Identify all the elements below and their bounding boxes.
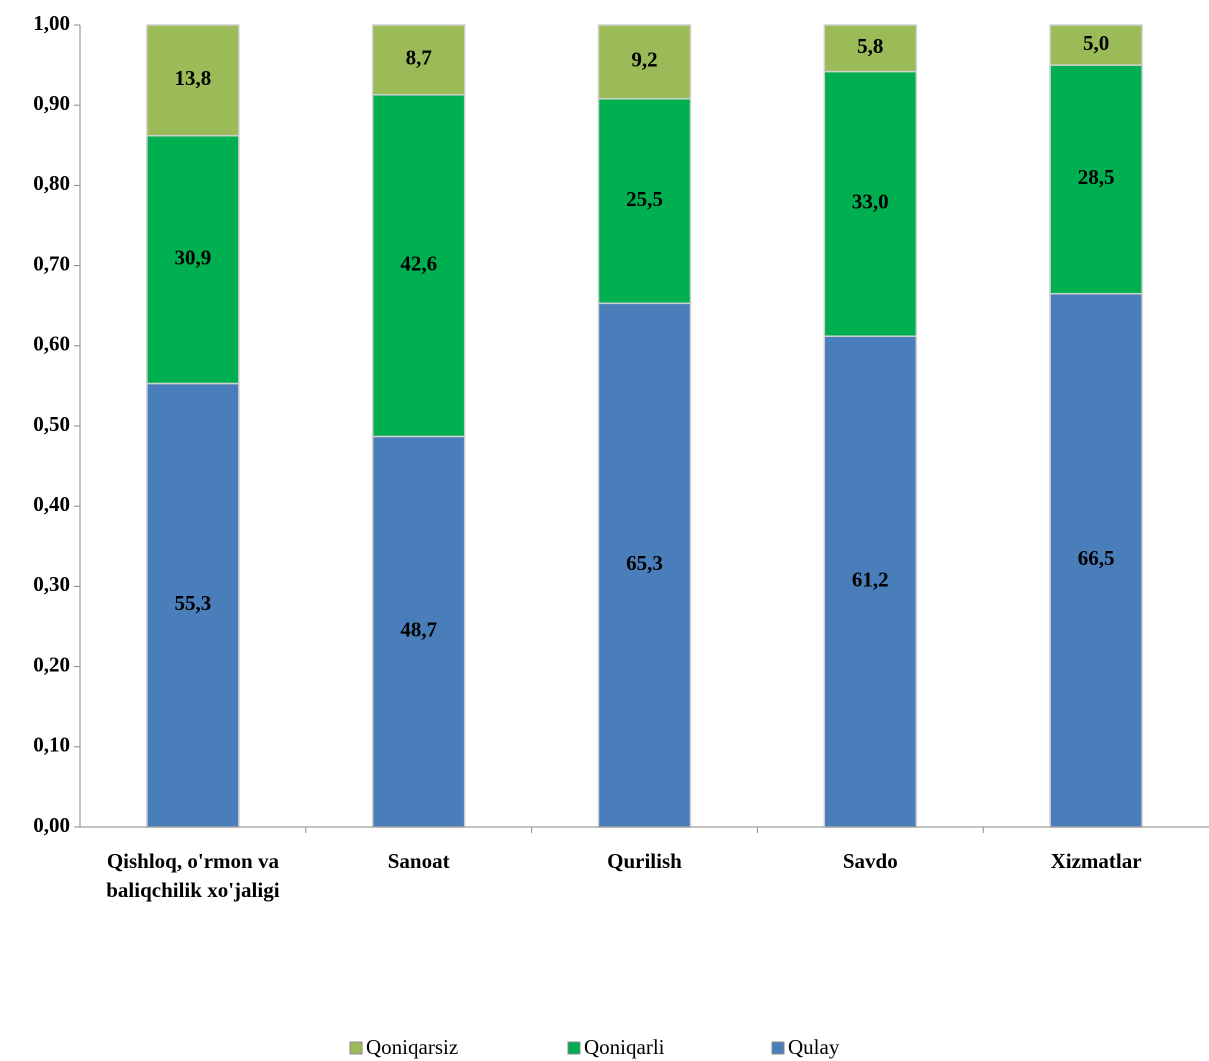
- data-label: 55,3: [175, 591, 212, 615]
- bar-segment: [146, 134, 240, 385]
- legend-label: Qoniqarsiz: [366, 1035, 458, 1059]
- legend-label: Qulay: [788, 1035, 840, 1059]
- data-label: 9,2: [631, 48, 657, 72]
- bar-segment: [1049, 64, 1143, 295]
- y-tick-label: 0,90: [33, 91, 70, 115]
- bar-segment: [597, 302, 692, 828]
- bar-segment: [146, 24, 240, 137]
- x-tick-label: Sanoat: [387, 849, 450, 873]
- y-tick-label: 0,20: [33, 652, 70, 676]
- bar-segment: [371, 94, 466, 438]
- data-label: 42,6: [400, 251, 437, 275]
- y-tick-label: 0,60: [33, 332, 70, 356]
- bar-segment: [597, 98, 692, 305]
- x-tick-label: Xizmatlar: [1050, 849, 1142, 873]
- bar-segment: [146, 382, 240, 828]
- data-label: 13,8: [175, 66, 212, 90]
- bar-segment: [823, 70, 918, 337]
- y-tick-label: 0,80: [33, 171, 70, 195]
- y-tick-label: 0,00: [33, 813, 70, 837]
- x-tick-label: Savdo: [842, 849, 898, 873]
- bar-segment: [1049, 24, 1143, 66]
- data-label: 33,0: [852, 190, 889, 214]
- y-tick-label: 0,50: [33, 412, 70, 436]
- legend-swatch: [567, 1041, 581, 1055]
- bar-segment: [371, 24, 466, 96]
- y-tick-label: 0,40: [33, 492, 70, 516]
- data-label: 8,7: [406, 46, 432, 70]
- data-label: 30,9: [175, 245, 212, 269]
- data-label: 66,5: [1078, 546, 1115, 570]
- bar-segment: [823, 24, 918, 73]
- legend-label: Qoniqarli: [584, 1035, 665, 1059]
- y-tick-label: 1,00: [33, 11, 70, 35]
- data-label: 48,7: [400, 618, 437, 642]
- x-tick-label: Qishloq, o'rmon va baliqchilik xo'jaligi: [106, 849, 280, 902]
- data-label: 5,8: [857, 34, 883, 58]
- data-label: 61,2: [852, 567, 889, 591]
- data-label: 25,5: [626, 187, 663, 211]
- data-label: 5,0: [1083, 31, 1109, 55]
- y-tick-label: 0,10: [33, 733, 70, 757]
- legend-swatch: [349, 1041, 363, 1055]
- bar-segment: [823, 335, 918, 828]
- data-label: 28,5: [1078, 165, 1115, 189]
- y-tick-label: 0,70: [33, 251, 70, 275]
- data-label: 65,3: [626, 551, 663, 575]
- x-tick-label: Qurilish: [607, 849, 682, 873]
- legend-swatch: [771, 1041, 785, 1055]
- y-tick-label: 0,30: [33, 572, 70, 596]
- bar-segment: [597, 24, 692, 100]
- bar-segment: [1049, 292, 1143, 828]
